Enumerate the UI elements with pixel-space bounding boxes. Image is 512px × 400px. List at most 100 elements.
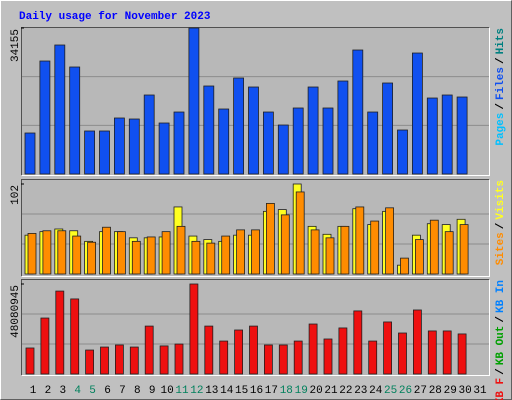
x-tick-label: 29 [444,385,457,397]
x-tick-label: 1 [30,385,37,397]
bar [115,344,124,375]
x-tick-label: 20 [309,385,322,397]
bar [456,96,468,175]
bar [161,231,171,275]
bar [146,236,156,275]
x-tick-label: 15 [235,385,248,397]
legend-entry: KB Out [495,326,507,366]
legend-entry: KB In [495,280,507,313]
bar [24,132,36,175]
x-tick-label: 2 [45,385,52,397]
bar [70,298,80,375]
bar [114,117,125,175]
x-tick-label: 17 [265,385,278,397]
bar [265,203,275,275]
bar [189,283,199,375]
legend-entry: Sites [495,232,507,265]
bar [203,85,215,175]
bar [143,94,155,175]
bar [236,229,246,275]
bar [87,241,96,275]
bar [427,330,437,375]
y-tick-label: 102 [10,185,22,205]
bar [204,325,214,375]
bar [219,340,229,375]
bar [429,219,439,275]
x-tick-label: 8 [134,385,141,397]
bar [398,332,407,375]
bar [39,60,51,175]
x-tick-label: 23 [354,385,367,397]
bar [280,214,290,275]
x-tick-label: 12 [190,385,203,397]
bar [367,111,379,175]
panel-edge-dark [21,279,490,376]
x-tick-label: 28 [429,385,442,397]
legend: Sites / Visits [495,180,507,265]
x-tick-label: 22 [339,385,352,397]
bar [412,309,422,375]
bar [383,321,393,375]
bar [441,94,453,175]
bar [340,225,350,275]
bar [27,233,37,275]
bar [251,229,260,275]
legend: KB F / KB Out / KB In [495,280,507,400]
x-tick-label: 11 [175,385,189,397]
x-tick-label: 30 [458,385,471,397]
bar [249,325,258,375]
y-tick-label: 34155 [10,29,22,62]
bar [457,333,467,375]
panel-edge-light [21,179,490,277]
bar [188,27,200,175]
bar [325,237,335,275]
x-tick-label: 25 [384,385,397,397]
bar [370,220,380,275]
bar [40,317,50,375]
bar [191,240,201,275]
bar [414,239,424,275]
bar [262,111,274,175]
bar [278,344,288,375]
bar [129,346,139,375]
panel-edge-light [21,279,490,376]
bar [144,325,154,375]
legend-separator: / [495,222,507,229]
bar [102,226,111,275]
panel-edge-dark [21,179,490,277]
bar [173,111,185,175]
bar [69,66,81,175]
x-tick-label: 19 [295,385,308,397]
chart-title: Daily usage for November 2023 [19,11,211,23]
bar [338,327,348,375]
legend-entry: Hits [495,28,507,54]
bar [382,82,394,175]
bar [322,107,334,175]
bar [174,343,184,375]
x-tick-label: 3 [59,385,66,397]
x-tick-label: 9 [149,385,156,397]
x-tick-label: 21 [324,385,338,397]
bar [55,290,65,375]
legend-separator: / [495,368,507,375]
bar [323,338,333,375]
bar [352,49,364,175]
bar [25,347,35,375]
y-tick-label: 48080945 [10,285,22,338]
x-tick-label: 31 [473,385,487,397]
x-tick-label: 13 [205,385,218,397]
legend-entry: Files [495,67,507,100]
bar [99,130,110,175]
x-tick-label: 27 [414,385,427,397]
bar [72,235,82,275]
x-tick-label: 7 [119,385,126,397]
x-tick-label: 16 [250,385,263,397]
bar [159,345,169,375]
bar [397,129,408,175]
bar [368,340,378,375]
x-tick-label: 26 [399,385,412,397]
x-tick-label: 6 [104,385,111,397]
bar [233,77,245,175]
